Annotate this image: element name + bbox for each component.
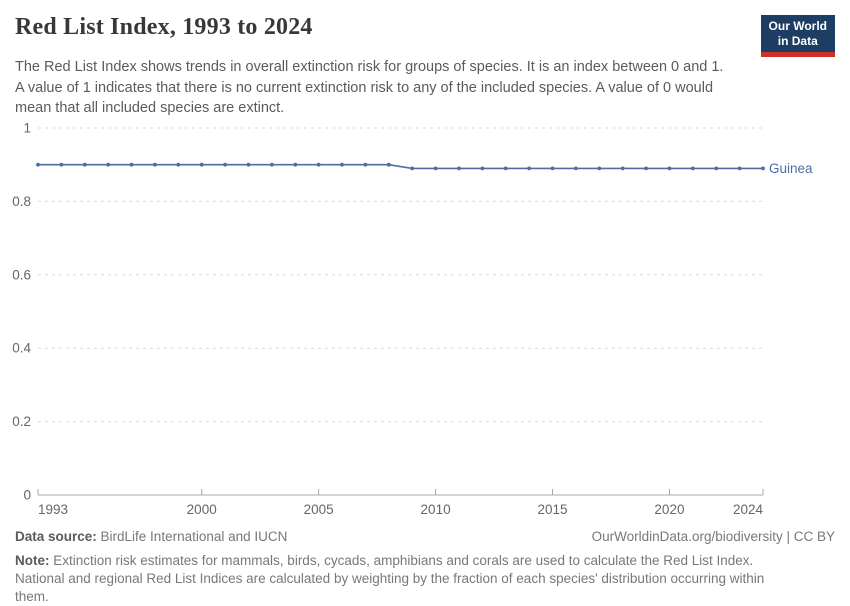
- subtitle-line: A value of 1 indicates that there is no …: [15, 79, 714, 96]
- series-line-guinea: [38, 163, 763, 170]
- owid-logo-line1: Our World: [768, 19, 827, 33]
- data-point: [761, 166, 765, 171]
- x-tick-label: 2015: [537, 502, 567, 517]
- data-point: [176, 162, 181, 167]
- data-point: [293, 162, 298, 167]
- data-point: [690, 166, 695, 171]
- data-point: [597, 166, 602, 171]
- data-point: [316, 162, 321, 167]
- y-tick-label: 1: [23, 121, 31, 136]
- data-source-value: BirdLife International and IUCN: [96, 529, 288, 544]
- data-point: [410, 166, 415, 171]
- series-end-label: Guinea: [769, 161, 813, 176]
- x-tick-label: 2000: [187, 502, 217, 517]
- data-point: [527, 166, 531, 171]
- x-tick-label: 2010: [421, 502, 451, 517]
- data-source-label: Data source:: [15, 529, 97, 544]
- x-tick-label: 1993: [38, 502, 68, 517]
- attribution-link[interactable]: OurWorldinData.org/biodiversity | CC BY: [591, 529, 835, 544]
- x-tick-label: 2020: [654, 502, 684, 517]
- subtitle-line: mean that all included species are extin…: [15, 100, 285, 116]
- page-title: Red List Index, 1993 to 2024: [15, 14, 313, 40]
- data-point: [199, 162, 204, 167]
- data-point: [386, 162, 391, 167]
- chart-subtitle: The Red List Index shows trends in overa…: [15, 57, 723, 119]
- data-point: [480, 166, 485, 171]
- subtitle-line: The Red List Index shows trends in overa…: [15, 59, 724, 75]
- y-tick-label: 0.6: [12, 267, 31, 282]
- data-point: [153, 162, 157, 167]
- data-source-text: Data source: BirdLife International and …: [15, 529, 287, 544]
- data-point: [59, 162, 64, 167]
- data-point: [246, 162, 251, 167]
- chart-footer: Data source: BirdLife International and …: [15, 529, 835, 544]
- data-point: [129, 162, 134, 167]
- note-value: Extinction risk estimates for mammals, b…: [15, 553, 765, 604]
- data-point: [36, 162, 40, 167]
- data-point: [270, 162, 274, 167]
- y-tick-label: 0.4: [12, 341, 31, 356]
- data-point: [457, 166, 461, 171]
- x-tick-label: 2024: [733, 502, 764, 517]
- data-point: [620, 166, 625, 171]
- y-tick-label: 0.8: [12, 194, 31, 209]
- x-tick-label: 2005: [304, 502, 334, 517]
- data-point: [433, 166, 438, 171]
- note-label: Note:: [15, 553, 50, 568]
- data-point: [106, 162, 111, 167]
- data-point: [574, 166, 578, 171]
- owid-logo-line2: in Data: [777, 34, 818, 48]
- data-point: [223, 162, 228, 167]
- data-point: [503, 166, 508, 171]
- data-point: [667, 166, 672, 171]
- data-point: [550, 166, 555, 171]
- data-point: [714, 166, 719, 171]
- data-point: [340, 162, 344, 167]
- owid-logo: Our World in Data: [760, 15, 835, 57]
- y-tick-label: 0: [23, 488, 31, 503]
- data-point: [363, 162, 368, 167]
- data-point: [82, 162, 87, 167]
- data-point: [737, 166, 742, 171]
- y-tick-label: 0.2: [12, 414, 31, 429]
- chart-note: Note: Extinction risk estimates for mamm…: [15, 552, 797, 606]
- data-point: [644, 166, 648, 171]
